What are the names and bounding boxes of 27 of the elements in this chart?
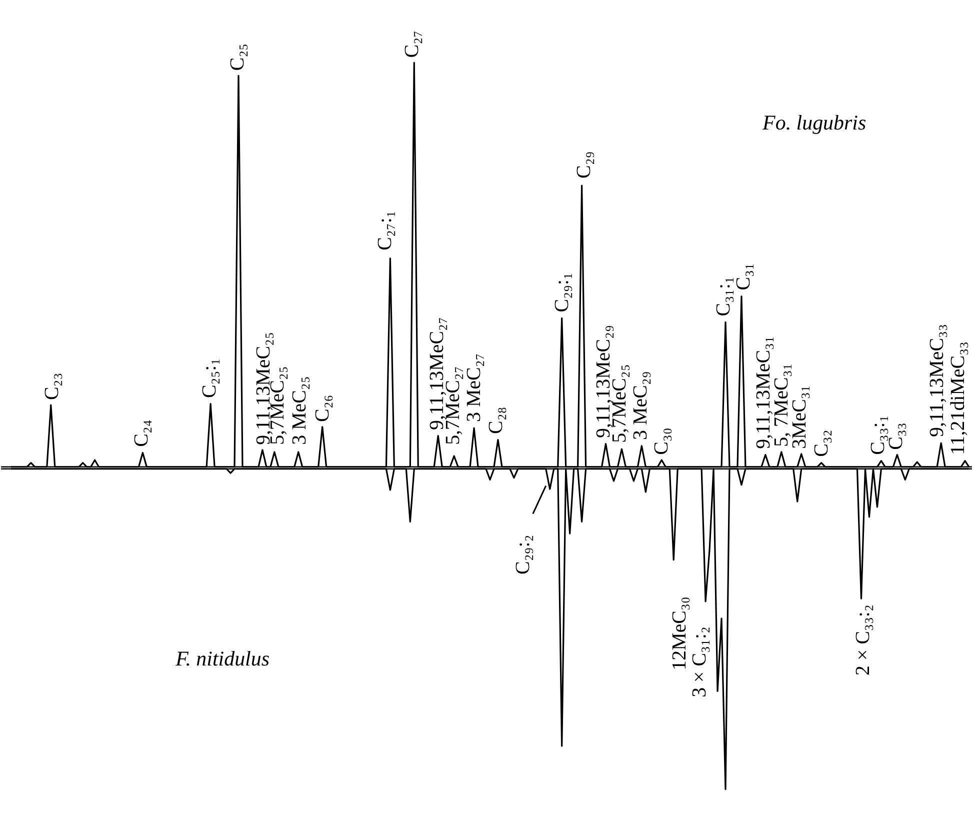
annotation: C₃₃:₁: [867, 415, 890, 455]
annotation: C₂₃: [40, 372, 63, 400]
annotation: 3 MeC₂₉: [630, 371, 652, 440]
annotation: 3 MeC₂₅: [288, 376, 310, 445]
annotation: 12MeC₃₀: [668, 596, 691, 670]
annotation: C₂₅: [226, 43, 248, 71]
annotation: C₂₇:₁: [374, 210, 396, 250]
annotation: C₂₅:₁: [198, 358, 221, 398]
annotation: 9,11,13MeC₃₁: [752, 336, 774, 449]
annotation: F. nitidulus: [174, 646, 270, 670]
annotation: 11,21diMeC₃₃: [947, 342, 970, 455]
annotation: C₂₈: [484, 406, 507, 434]
annotation: C₂₉: [572, 151, 595, 178]
annotation: 3 × C₃₁:₂: [688, 626, 711, 698]
annotation: C₃₁: [732, 263, 754, 290]
annotation: 2 × C₃₃:₂: [852, 604, 874, 676]
annotation: 9,11,13MeC₃₃: [926, 324, 948, 437]
annotation: C₂₆: [311, 394, 334, 422]
annotation: 3 MeC₂₇: [463, 353, 486, 422]
annotation: C₂₄: [130, 420, 153, 447]
annotation: C₃₂: [810, 430, 832, 457]
annotation: C₃₀: [650, 428, 673, 455]
text: C₂₇: [401, 30, 424, 58]
annotation: C₃₁:₁: [712, 276, 734, 316]
annotation: C₂₉:₁: [550, 272, 573, 312]
annotation: C₂₉:₂: [512, 534, 534, 574]
annotation: Fo. lugubris: [762, 110, 866, 135]
